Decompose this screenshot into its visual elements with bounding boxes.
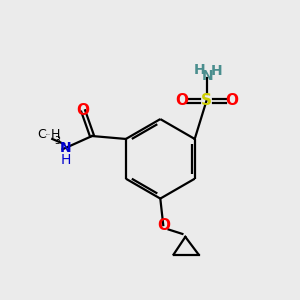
Text: H: H — [51, 128, 60, 141]
Text: O: O — [175, 93, 188, 108]
Text: N: N — [60, 141, 71, 155]
Text: S: S — [201, 93, 212, 108]
Text: methyl: methyl — [45, 134, 50, 135]
Text: 3: 3 — [55, 136, 61, 146]
Text: H: H — [193, 63, 205, 77]
Text: H: H — [60, 154, 71, 167]
Text: H: H — [211, 64, 223, 78]
Text: N: N — [202, 69, 214, 83]
Text: O: O — [157, 218, 170, 232]
Text: O: O — [77, 103, 90, 118]
Text: C: C — [38, 128, 46, 141]
Text: O: O — [225, 93, 238, 108]
